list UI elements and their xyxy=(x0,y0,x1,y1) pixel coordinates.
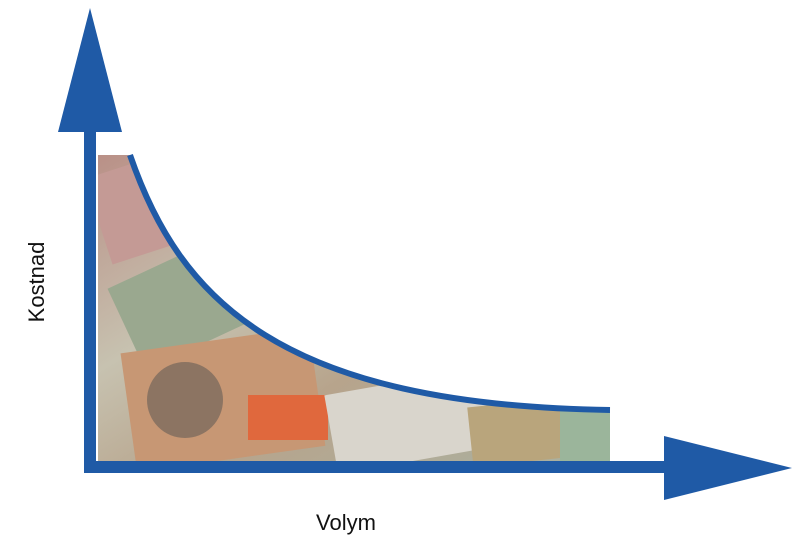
cost-curve xyxy=(127,154,611,413)
banknote-image xyxy=(98,155,610,462)
y-axis-label: Kostnad xyxy=(24,242,49,323)
y-axis-arrow xyxy=(58,8,122,132)
x-axis-label: Volym xyxy=(316,510,376,535)
x-axis-arrow xyxy=(664,436,792,500)
